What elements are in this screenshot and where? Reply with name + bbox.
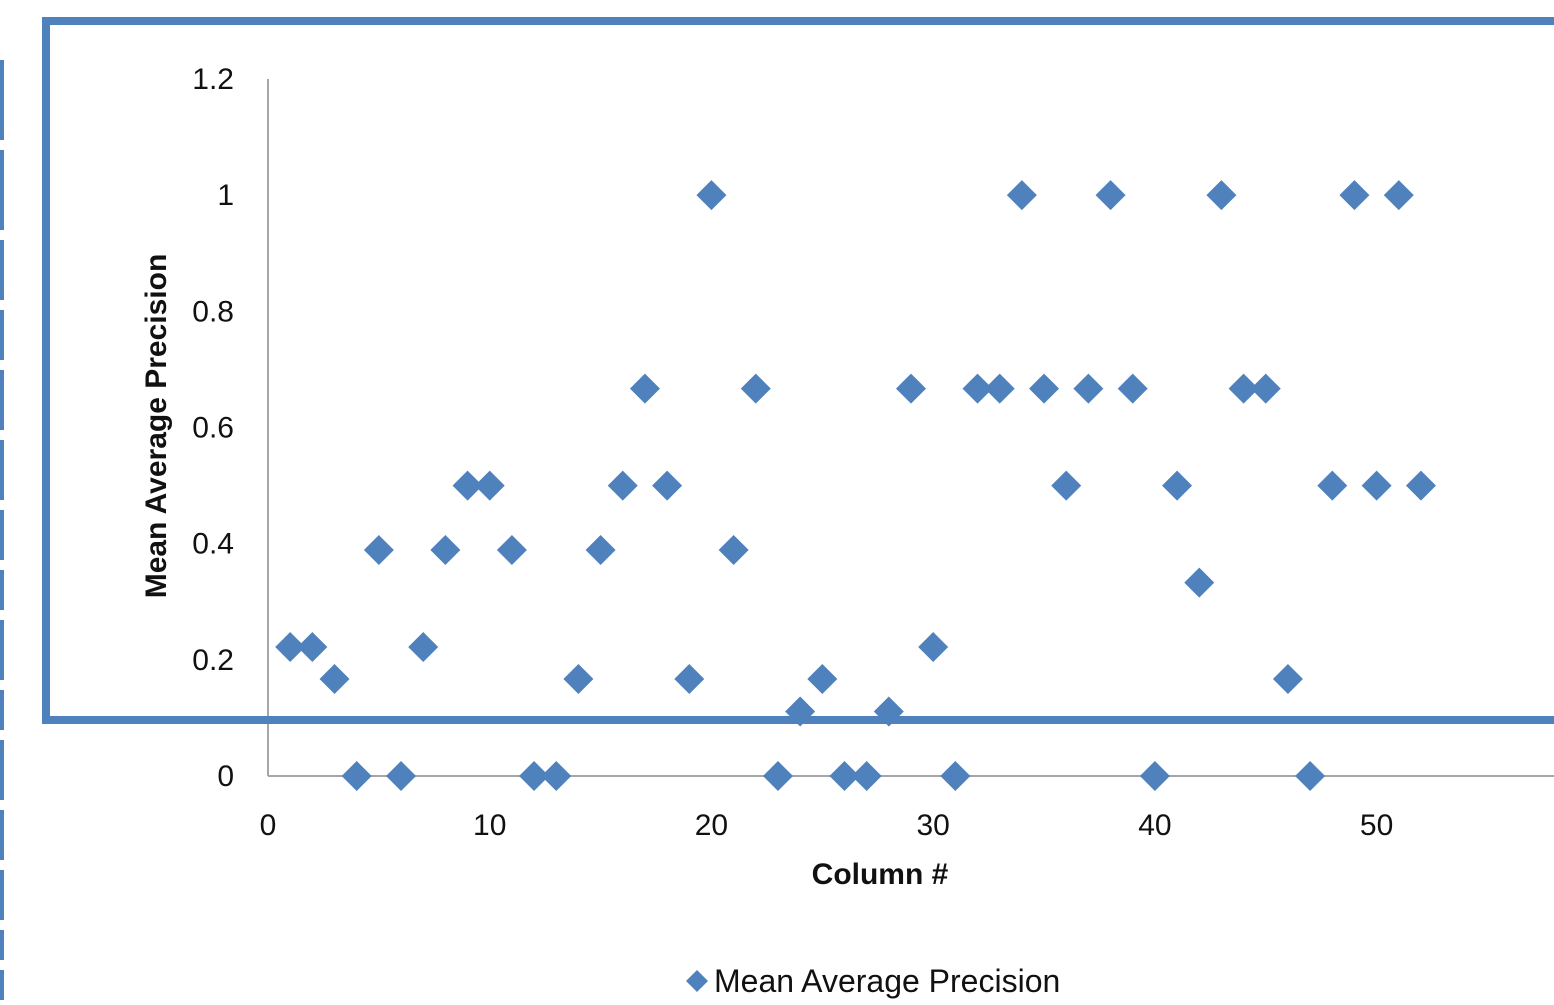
data-point bbox=[496, 535, 527, 566]
data-point bbox=[1250, 373, 1281, 404]
data-point bbox=[696, 180, 727, 211]
data-point bbox=[541, 761, 572, 791]
data-point bbox=[1405, 470, 1436, 501]
data-point bbox=[1029, 373, 1060, 404]
y-tick-label: 0.6 bbox=[192, 412, 234, 445]
data-point bbox=[408, 632, 439, 663]
data-point bbox=[1295, 761, 1326, 791]
data-point bbox=[940, 761, 971, 791]
data-point bbox=[1073, 373, 1104, 404]
data-point bbox=[962, 373, 993, 404]
data-point bbox=[1383, 180, 1414, 211]
data-point bbox=[297, 632, 328, 663]
y-axis-tick-labels: 0 0.2 0.4 0.6 0.8 1 1.2 bbox=[192, 63, 234, 793]
data-point bbox=[629, 373, 660, 404]
data-point bbox=[1339, 180, 1370, 211]
data-point bbox=[918, 632, 949, 663]
data-point bbox=[1139, 761, 1170, 791]
y-tick-label: 0.8 bbox=[192, 295, 234, 328]
y-tick-label: 1 bbox=[217, 179, 234, 212]
legend-marker-icon bbox=[686, 970, 708, 992]
x-axis-tick-labels: 0 10 20 30 40 50 bbox=[260, 809, 1394, 842]
data-point bbox=[1162, 470, 1193, 501]
y-tick-label: 0.4 bbox=[192, 528, 234, 561]
highlight-frame bbox=[42, 17, 1554, 724]
x-axis-title: Column # bbox=[812, 858, 949, 891]
data-point bbox=[1317, 470, 1348, 501]
data-point bbox=[984, 373, 1015, 404]
x-tick-label: 10 bbox=[473, 809, 506, 842]
y-tick-label: 1.2 bbox=[192, 63, 234, 96]
data-point bbox=[1051, 470, 1082, 501]
legend-label: Mean Average Precision bbox=[714, 963, 1060, 999]
data-point bbox=[674, 664, 705, 695]
data-point bbox=[563, 664, 594, 695]
data-point bbox=[341, 761, 372, 791]
x-tick-label: 0 bbox=[260, 809, 277, 842]
data-point bbox=[1206, 180, 1237, 211]
data-point bbox=[1228, 373, 1259, 404]
data-point bbox=[607, 470, 638, 501]
axes bbox=[267, 79, 1554, 777]
x-tick-label: 40 bbox=[1138, 809, 1171, 842]
x-tick-label: 50 bbox=[1360, 809, 1393, 842]
y-axis-title: Mean Average Precision bbox=[140, 254, 173, 599]
y-tick-label: 0.2 bbox=[192, 644, 234, 677]
data-point bbox=[829, 761, 860, 791]
data-point bbox=[519, 761, 550, 791]
data-point bbox=[851, 761, 882, 791]
legend: Mean Average Precision bbox=[686, 963, 1060, 999]
data-point bbox=[1184, 567, 1215, 598]
data-point bbox=[452, 470, 483, 501]
data-point bbox=[585, 535, 616, 566]
data-point bbox=[762, 761, 793, 791]
data-points bbox=[275, 180, 1436, 791]
data-point bbox=[652, 470, 683, 501]
data-point bbox=[386, 761, 417, 791]
x-tick-label: 20 bbox=[695, 809, 728, 842]
data-point bbox=[807, 664, 838, 695]
data-point bbox=[1006, 180, 1037, 211]
data-point bbox=[319, 664, 350, 695]
data-point bbox=[275, 632, 306, 663]
data-point bbox=[718, 535, 749, 566]
data-point bbox=[740, 373, 771, 404]
data-point bbox=[474, 470, 505, 501]
data-point bbox=[363, 535, 394, 566]
data-point bbox=[1272, 664, 1303, 695]
data-point bbox=[1095, 180, 1126, 211]
data-point bbox=[896, 373, 926, 404]
y-tick-label: 0 bbox=[217, 760, 234, 793]
data-point bbox=[1361, 470, 1392, 501]
x-tick-label: 30 bbox=[916, 809, 949, 842]
data-point bbox=[430, 535, 461, 566]
data-point bbox=[1117, 373, 1148, 404]
